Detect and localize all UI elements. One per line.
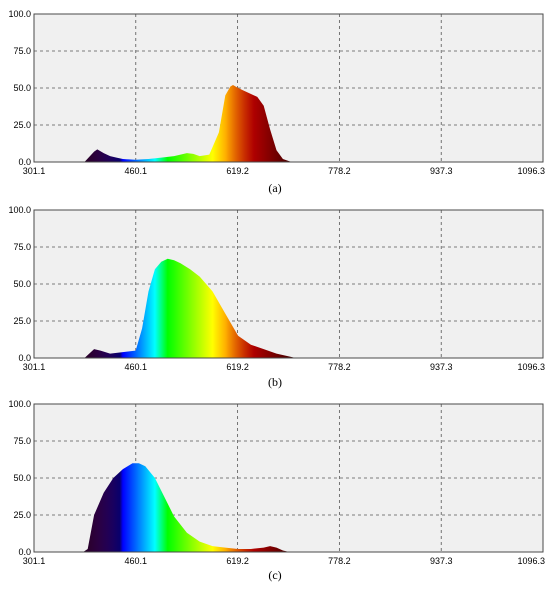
spectrum-area: [84, 258, 296, 358]
spectrum-panel-a: 0.0 25.0 50.0 75.0 100.0 301.1 460.1 619.2 778.2…: [0, 0, 550, 195]
x-tick-label: 937.3: [430, 166, 453, 176]
panel-caption-a: (a): [268, 181, 282, 195]
x-tick-label: 301.1: [23, 166, 46, 176]
y-tick-label: 75.0: [13, 436, 31, 446]
x-tick-label: 619.2: [226, 166, 249, 176]
y-tick-label: 50.0: [13, 473, 31, 483]
y-tick-label: 100.0: [8, 9, 31, 19]
y-tick-label: 0.0: [18, 547, 31, 557]
y-tick-label: 0.0: [18, 157, 31, 167]
y-tick-label: 25.0: [13, 510, 31, 520]
y-tick-label: 75.0: [13, 242, 31, 252]
spectrum-panel-b: 0.0 25.0 50.0 75.0 100.0 301.1 460.1 619.2 778.2…: [0, 196, 550, 389]
plot-frame: [33, 13, 544, 163]
plot-frame: [33, 403, 544, 553]
spectrum-panel-c: 0.0 25.0 50.0 75.0 100.0 301.1 460.1 619.2 778.2…: [0, 390, 550, 582]
spectrum-area: [84, 85, 293, 162]
x-tick-label: 460.1: [125, 362, 148, 372]
spectrum-area: [83, 463, 290, 552]
x-tick-label: 460.1: [125, 166, 148, 176]
y-tick-label: 25.0: [13, 120, 31, 130]
x-tick-label: 301.1: [23, 556, 46, 566]
y-tick-label: 75.0: [13, 46, 31, 56]
x-tick-label: 937.3: [430, 556, 453, 566]
y-tick-label: 0.0: [18, 353, 31, 363]
x-tick-label: 1096.3: [517, 166, 545, 176]
x-tick-label: 1096.3: [517, 362, 545, 372]
spectrum-chart-a: 0.0 25.0 50.0 75.0 100.0 301.1 460.1 619.2 778.2…: [8, 9, 545, 176]
x-tick-label: 460.1: [125, 556, 148, 566]
panel-caption-c: (c): [268, 568, 282, 582]
x-tick-label: 778.2: [328, 166, 351, 176]
y-tick-label: 25.0: [13, 316, 31, 326]
x-tick-label: 937.3: [430, 362, 453, 372]
x-tick-label: 1096.3: [517, 556, 545, 566]
x-tick-label: 778.2: [328, 556, 351, 566]
x-tick-label: 778.2: [328, 362, 351, 372]
plot-frame: [33, 209, 544, 359]
y-tick-label: 50.0: [13, 279, 31, 289]
x-tick-label: 301.1: [23, 362, 46, 372]
y-tick-label: 100.0: [8, 399, 31, 409]
x-tick-label: 619.2: [226, 362, 249, 372]
spectrum-chart-c: 0.0 25.0 50.0 75.0 100.0 301.1 460.1 619.2 778.2…: [8, 399, 545, 566]
y-tick-label: 50.0: [13, 83, 31, 93]
y-tick-label: 100.0: [8, 205, 31, 215]
x-tick-label: 619.2: [226, 556, 249, 566]
panel-caption-b: (b): [268, 375, 282, 389]
spectrum-chart-b: 0.0 25.0 50.0 75.0 100.0 301.1 460.1 619.2 778.2…: [8, 205, 545, 372]
